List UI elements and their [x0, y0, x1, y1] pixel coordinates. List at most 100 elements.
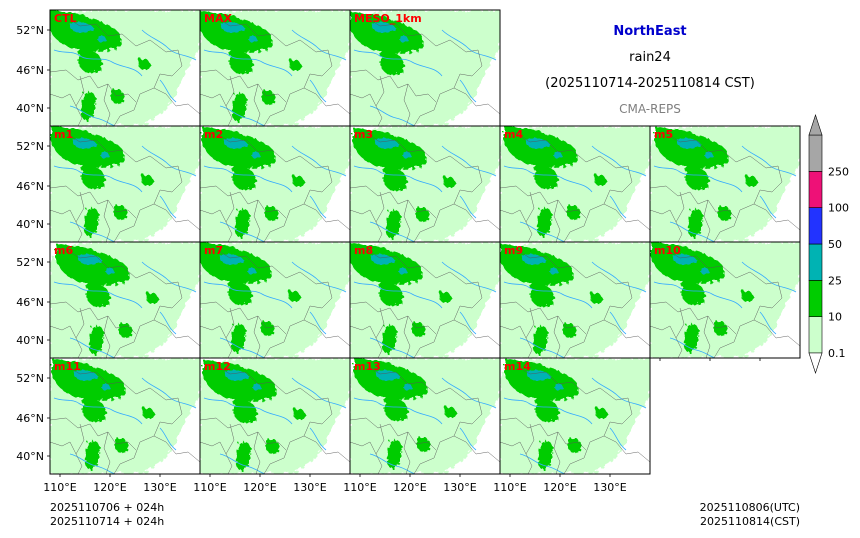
river-line [203, 397, 293, 425]
panel-m13: m13 [349, 357, 501, 477]
heavy-rain-area [98, 35, 106, 43]
panel-CTL: CTL [49, 9, 201, 129]
river-line [309, 195, 327, 219]
colorbar-segment [808, 280, 823, 317]
province-border [50, 441, 77, 455]
river-line [591, 377, 647, 409]
river-line [159, 311, 177, 335]
province-border [500, 417, 587, 451]
moderate-rain-area [717, 205, 731, 221]
panel-label: m1 [54, 128, 73, 141]
lat-tick-label: 46°N [16, 296, 44, 309]
river-line [609, 195, 627, 219]
province-border [513, 131, 633, 242]
moderate-rain-area [594, 174, 606, 186]
province-border [153, 319, 200, 347]
province-border [303, 87, 350, 115]
moderate-rain-area [229, 49, 254, 75]
province-border [303, 319, 350, 347]
province-border [453, 319, 500, 347]
province-border [603, 435, 650, 463]
river-line [741, 145, 797, 177]
province-border [303, 203, 350, 231]
panel-frame [499, 357, 651, 475]
panel-label: m14 [504, 360, 531, 373]
heavy-rain-area [249, 35, 257, 43]
province-border [553, 431, 561, 474]
lat-tick-label: 40°N [16, 450, 44, 463]
lon-tick-label: 110°E [193, 481, 226, 494]
river-line [203, 281, 293, 309]
river-line [353, 49, 443, 77]
moderate-rain-area [78, 48, 103, 74]
colorbar-level-label: 100 [828, 202, 849, 215]
river-line [291, 261, 347, 293]
province-border [500, 185, 587, 219]
heavy-rain-area [521, 253, 546, 265]
river-line [203, 49, 293, 77]
heavy-rain-area [219, 253, 244, 265]
panel-m1: m1 [49, 125, 201, 245]
river-line [369, 105, 417, 126]
colorbar-bottom-extend [808, 352, 823, 374]
province-border [50, 209, 77, 223]
lon-tick-label: 130°E [443, 481, 476, 494]
province-border [350, 441, 377, 455]
moderate-rain-area [590, 292, 602, 304]
panel-label: m8 [354, 244, 373, 257]
heavy-rain-area [672, 253, 697, 265]
lat-tick-label: 40°N [16, 218, 44, 231]
river-line [159, 195, 177, 219]
init-time-cst: 2025110714 + 024h [50, 515, 165, 528]
province-border [63, 131, 183, 242]
moderate-rain-area [443, 176, 455, 188]
moderate-rain-area [232, 92, 247, 122]
lon-tick-label: 110°E [343, 481, 376, 494]
moderate-rain-area [293, 408, 305, 420]
init-time-footer: 2025110706 + 024h 2025110714 + 024h [50, 501, 164, 529]
heavy-rain-area [72, 137, 97, 149]
lon-tick-label: 120°E [393, 481, 426, 494]
moderate-rain-area [261, 89, 275, 105]
valid-period: (2025110714-2025110814 CST) [545, 76, 755, 91]
province-border [453, 87, 500, 115]
colorbar-level-label: 250 [828, 165, 849, 178]
river-line [369, 453, 417, 474]
river-line [219, 453, 267, 474]
province-border [663, 247, 783, 358]
heavy-rain-area [102, 383, 110, 391]
province-border [50, 69, 137, 103]
river-line [309, 427, 327, 451]
panel-label: MESO_1km [354, 12, 422, 25]
province-border [663, 131, 783, 242]
moderate-rain-area [688, 208, 703, 238]
province-border [350, 93, 377, 107]
province-border [603, 319, 650, 347]
province-border [350, 185, 437, 219]
river-line [369, 337, 417, 358]
panel-grid: CTL MAX MESO_1km m1 m2 m3 m4 m5 m6 m7 m8 m9 m10 m11 m1… [49, 9, 801, 477]
province-border [350, 301, 437, 335]
province-border [500, 325, 527, 339]
river-line [653, 281, 743, 309]
province-border [500, 441, 527, 455]
moderate-rain-area [595, 407, 607, 419]
province-border [253, 431, 261, 474]
moderate-rain-area [260, 320, 274, 336]
river-line [141, 377, 197, 409]
heavy-rain-area [555, 383, 563, 391]
lat-tick-label: 52°N [16, 24, 44, 37]
province-border [200, 185, 287, 219]
panel-label: m7 [204, 244, 223, 257]
moderate-rain-area [142, 407, 154, 419]
heavy-rain-area [705, 151, 713, 159]
province-border [363, 15, 483, 126]
moderate-rain-area [233, 398, 258, 424]
province-border [403, 199, 411, 242]
province-border [350, 417, 437, 451]
moderate-rain-area [85, 440, 100, 470]
river-line [309, 79, 327, 103]
panel-label: m6 [54, 244, 73, 257]
river-line [519, 221, 567, 242]
province-border [553, 199, 561, 242]
